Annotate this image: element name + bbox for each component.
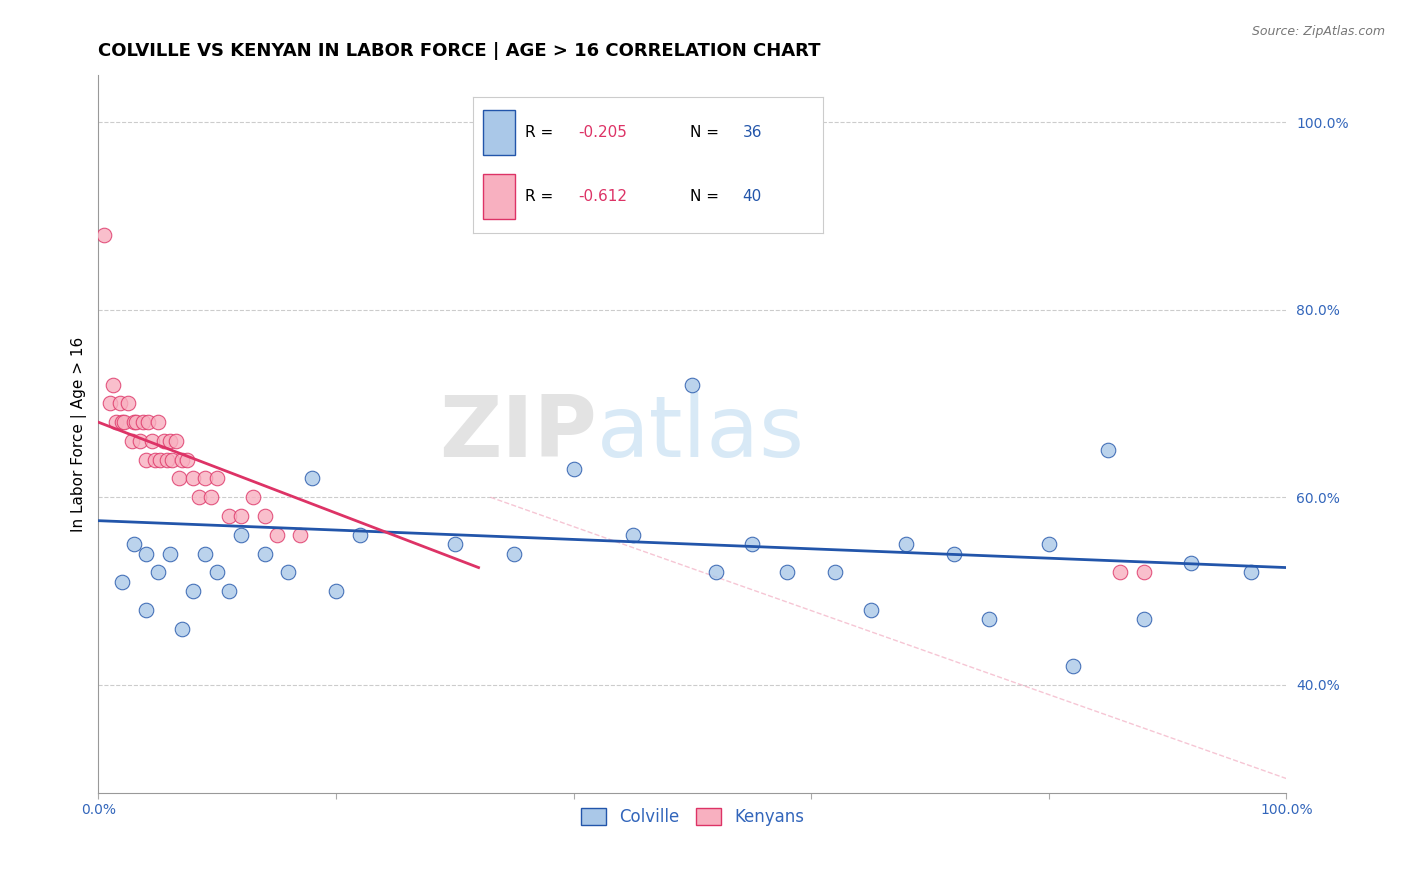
Point — [290, 527, 312, 541]
Point — [1062, 659, 1084, 673]
Point — [1180, 556, 1202, 570]
Point — [93, 227, 115, 242]
Point — [253, 547, 276, 561]
Point — [183, 471, 205, 485]
Point — [121, 434, 143, 448]
Point — [205, 566, 228, 580]
Point — [188, 490, 211, 504]
Point — [942, 547, 965, 561]
Point — [160, 452, 183, 467]
Point — [1133, 566, 1156, 580]
Point — [135, 452, 157, 467]
Point — [503, 547, 526, 561]
Point — [167, 471, 190, 485]
Point — [156, 452, 179, 467]
Point — [141, 434, 163, 448]
Point — [159, 547, 181, 561]
Point — [101, 377, 124, 392]
Point — [229, 527, 252, 541]
Point — [443, 537, 465, 551]
Point — [325, 584, 347, 599]
Point — [117, 396, 139, 410]
Point — [859, 603, 882, 617]
Point — [1038, 537, 1060, 551]
Point — [824, 566, 846, 580]
Point — [681, 377, 703, 392]
Text: atlas: atlas — [598, 392, 806, 475]
Point — [145, 452, 167, 467]
Point — [896, 537, 918, 551]
Text: Source: ZipAtlas.com: Source: ZipAtlas.com — [1251, 25, 1385, 38]
Point — [301, 471, 323, 485]
Point — [165, 434, 187, 448]
Point — [242, 490, 264, 504]
Point — [194, 471, 217, 485]
Point — [205, 471, 228, 485]
Point — [176, 452, 198, 467]
Point — [194, 547, 217, 561]
Point — [277, 566, 299, 580]
Point — [122, 537, 145, 551]
Point — [1133, 612, 1156, 626]
Point — [146, 566, 169, 580]
Point — [105, 415, 128, 429]
Point — [229, 508, 252, 523]
Point — [136, 415, 159, 429]
Point — [704, 566, 727, 580]
Point — [149, 452, 172, 467]
Point — [108, 396, 131, 410]
Text: COLVILLE VS KENYAN IN LABOR FORCE | AGE > 16 CORRELATION CHART: COLVILLE VS KENYAN IN LABOR FORCE | AGE … — [98, 42, 821, 60]
Point — [159, 434, 181, 448]
Point — [132, 415, 155, 429]
Point — [218, 584, 240, 599]
Point — [979, 612, 1001, 626]
Text: ZIP: ZIP — [440, 392, 598, 475]
Point — [562, 462, 585, 476]
Point — [183, 584, 205, 599]
Point — [170, 622, 193, 636]
Point — [621, 527, 644, 541]
Y-axis label: In Labor Force | Age > 16: In Labor Force | Age > 16 — [72, 336, 87, 532]
Point — [741, 537, 763, 551]
Point — [135, 547, 157, 561]
Point — [200, 490, 222, 504]
Point — [349, 527, 371, 541]
Point — [125, 415, 148, 429]
Point — [170, 452, 193, 467]
Point — [114, 415, 136, 429]
Point — [1109, 566, 1132, 580]
Point — [98, 396, 121, 410]
Point — [111, 574, 134, 589]
Point — [111, 415, 134, 429]
Point — [218, 508, 240, 523]
Point — [1097, 443, 1119, 458]
Point — [1240, 566, 1263, 580]
Point — [253, 508, 276, 523]
Legend: Colville, Kenyans: Colville, Kenyans — [572, 800, 813, 835]
Point — [152, 434, 174, 448]
Point — [266, 527, 288, 541]
Point — [776, 566, 799, 580]
Point — [122, 415, 145, 429]
Point — [129, 434, 152, 448]
Point — [146, 415, 169, 429]
Point — [135, 603, 157, 617]
